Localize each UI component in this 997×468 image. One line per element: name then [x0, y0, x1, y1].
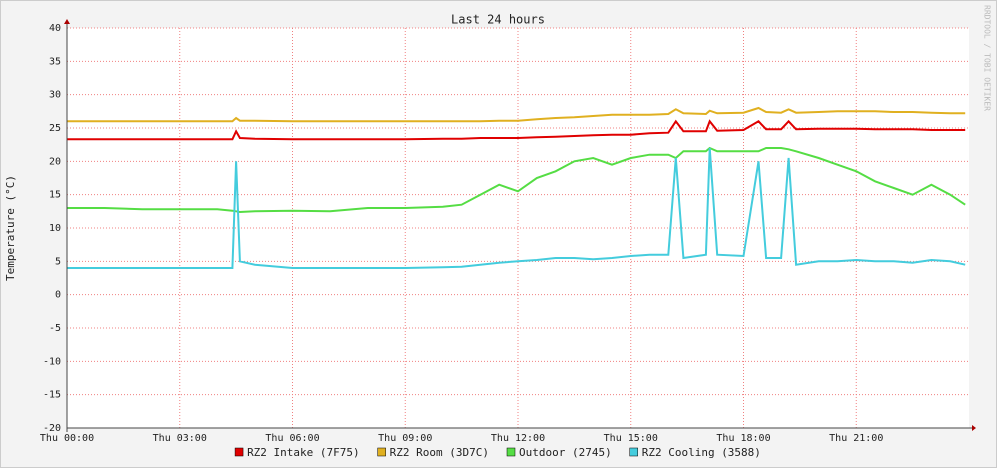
- legend-label: RZ2 Intake (7F75): [247, 446, 360, 459]
- y-tick-label: 15: [49, 190, 61, 201]
- x-tick-label: Thu 09:00: [378, 433, 432, 444]
- legend: RZ2 Intake (7F75) RZ2 Room (3D7C) Outdoor …: [234, 446, 761, 459]
- y-tick-label: -10: [43, 356, 61, 367]
- legend-swatch: [506, 447, 516, 457]
- x-tick-label: Thu 03:00: [153, 433, 207, 444]
- lines: [67, 106, 966, 269]
- y-tick-label: 30: [49, 90, 61, 101]
- x-tick-label: Thu 12:00: [491, 433, 545, 444]
- legend-label: RZ2 Room (3D7C): [390, 446, 489, 459]
- series-line: [67, 119, 966, 141]
- legend-swatch: [234, 447, 244, 457]
- x-tick-label: Thu 21:00: [829, 433, 883, 444]
- legend-swatch: [377, 447, 386, 457]
- x-arrow: [972, 425, 976, 431]
- x-tick-label: Thu 06:00: [265, 433, 319, 444]
- legend-label: Outdoor (2745): [519, 446, 612, 459]
- y-tick-label: 20: [49, 156, 61, 167]
- y-axis-label: Temperature (°C): [4, 175, 17, 281]
- y-tick-label: 10: [49, 223, 61, 234]
- y-tick-label: 40: [49, 23, 61, 34]
- y-tick-label: 25: [49, 123, 61, 134]
- x-tick-label: Thu 00:00: [40, 433, 94, 444]
- series-line: [67, 147, 966, 269]
- series-line: [67, 106, 966, 123]
- legend-swatch: [629, 447, 638, 457]
- chart-title: Last 24 hours: [451, 13, 545, 27]
- y-tick-label: 35: [49, 56, 61, 67]
- y-tick-label: -5: [49, 323, 61, 334]
- y-tick-label: -15: [43, 390, 61, 401]
- watermark: RRDTOOL / TOBI OETIKER: [983, 5, 992, 111]
- x-tick-label: Thu 18:00: [716, 433, 770, 444]
- y-arrow: [64, 19, 70, 24]
- x-tick-label: Thu 15:00: [604, 433, 658, 444]
- y-tick-label: 5: [55, 256, 61, 267]
- series-line: [67, 146, 966, 214]
- y-tick-label: 0: [55, 290, 61, 301]
- legend-label: RZ2 Cooling (3588): [642, 446, 761, 459]
- y-tick-label: -20: [43, 423, 61, 434]
